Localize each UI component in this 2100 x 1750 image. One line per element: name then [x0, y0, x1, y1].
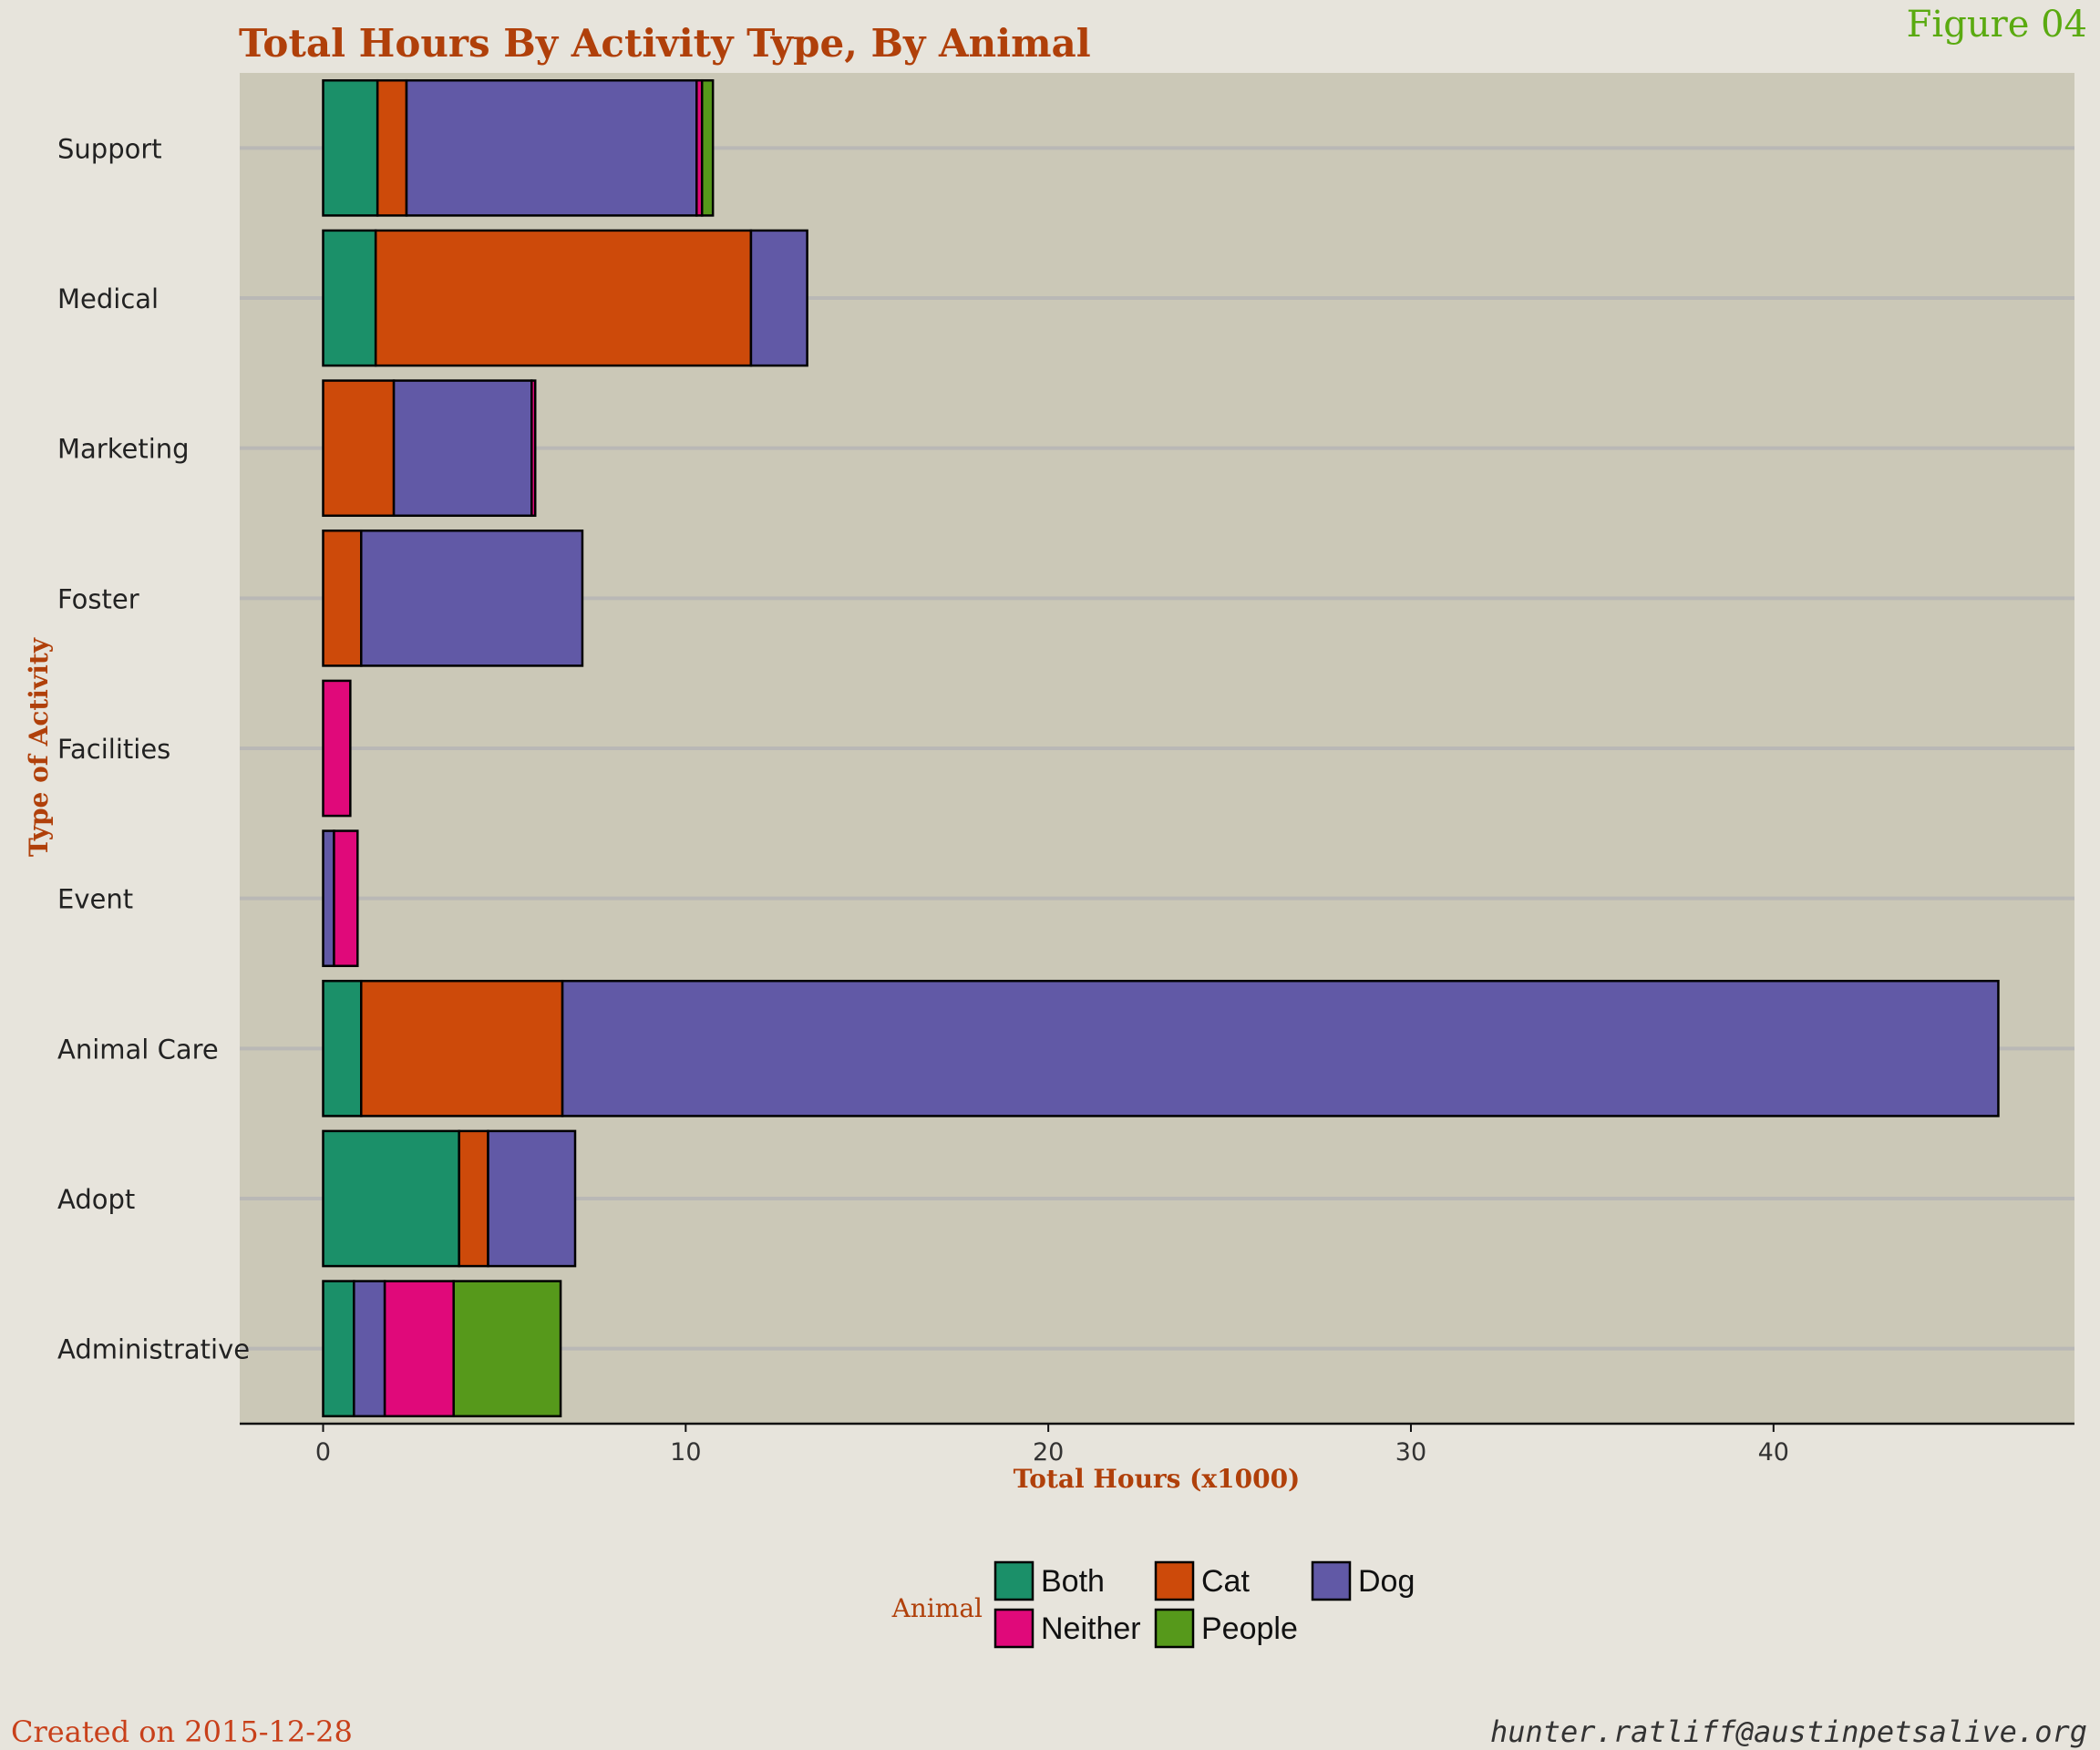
- bar-administrative-neither: [383, 1280, 455, 1418]
- bar-administrative-dog: [353, 1280, 386, 1418]
- x-tick-label: 40: [1758, 1438, 1789, 1467]
- bar-marketing-dog: [392, 379, 533, 518]
- y-tick-label-animal-care: Animal Care: [57, 1034, 219, 1065]
- bars: [322, 78, 2000, 1418]
- bar-adopt-both: [322, 1129, 460, 1268]
- bar-event-neither: [333, 829, 359, 968]
- bar-marketing-neither: [530, 379, 537, 518]
- y-tick-label-event: Event: [57, 884, 133, 915]
- bar-support-people: [700, 78, 715, 217]
- bar-animal-care-both: [322, 979, 363, 1117]
- bar-animal-care-dog: [561, 979, 2000, 1117]
- bar-facilities-neither: [322, 679, 352, 818]
- bar-marketing-cat: [322, 379, 396, 518]
- author-email: hunter.ratliff@austinpetsalive.org: [1490, 1714, 2087, 1749]
- y-tick-label-foster: Foster: [57, 583, 139, 614]
- y-tick-label-marketing: Marketing: [57, 434, 190, 465]
- bar-medical-both: [322, 229, 377, 367]
- x-tick-label: 30: [1395, 1438, 1426, 1467]
- chart-title: Total Hours By Activity Type, By Animal: [239, 21, 1091, 66]
- bar-adopt-cat: [458, 1129, 489, 1268]
- legend-label-neither: Neither: [1041, 1611, 1141, 1646]
- x-tick-label: 20: [1033, 1438, 1064, 1467]
- legend-swatch-cat: [1154, 1560, 1195, 1601]
- bar-support-dog: [405, 78, 698, 217]
- x-tick-label: 0: [315, 1438, 331, 1467]
- x-axis-ticks: 0 10 20 30 40: [315, 1424, 1789, 1467]
- bar-support-both: [322, 78, 379, 217]
- figure-label: Figure 04: [1907, 4, 2087, 46]
- y-tick-label-medical: Medical: [57, 283, 159, 314]
- bar-foster-dog: [360, 529, 584, 667]
- bar-adopt-dog: [487, 1129, 577, 1268]
- bar-animal-care-cat: [360, 979, 564, 1117]
- bar-event-dog: [322, 829, 335, 968]
- bar-foster-cat: [322, 529, 363, 667]
- legend-label-both: Both: [1041, 1564, 1105, 1599]
- bar-support-cat: [376, 78, 408, 217]
- y-tick-label-adopt: Adopt: [57, 1184, 135, 1215]
- y-tick-label-support: Support: [57, 133, 162, 164]
- legend-swatch-neither: [993, 1608, 1035, 1649]
- bar-medical-dog: [749, 229, 808, 367]
- bar-medical-cat: [374, 229, 753, 367]
- x-tick-label: 10: [670, 1438, 701, 1467]
- legend-swatch-dog: [1311, 1560, 1352, 1601]
- legend-label-cat: Cat: [1201, 1564, 1250, 1599]
- legend-label-dog: Dog: [1358, 1564, 1415, 1599]
- y-axis-title: Type of Activity: [24, 637, 54, 857]
- y-tick-label-facilities: Facilities: [57, 734, 170, 765]
- y-tick-label-administrative: Administrative: [57, 1334, 250, 1365]
- bar-administrative-both: [322, 1280, 355, 1418]
- bar-administrative-people: [452, 1280, 562, 1418]
- legend-title: Animal: [891, 1593, 983, 1623]
- category-labels: Support Medical Marketing Foster Facilities E…: [57, 133, 250, 1364]
- x-axis-title: Total Hours (x1000): [1014, 1464, 1301, 1494]
- legend-swatch-both: [993, 1560, 1035, 1601]
- legend-swatch-people: [1154, 1608, 1195, 1649]
- legend-label-people: People: [1201, 1611, 1298, 1646]
- legend: Animal Both Cat Dog Neither People: [891, 1560, 1415, 1649]
- created-date: Created on 2015-12-28: [11, 1714, 353, 1749]
